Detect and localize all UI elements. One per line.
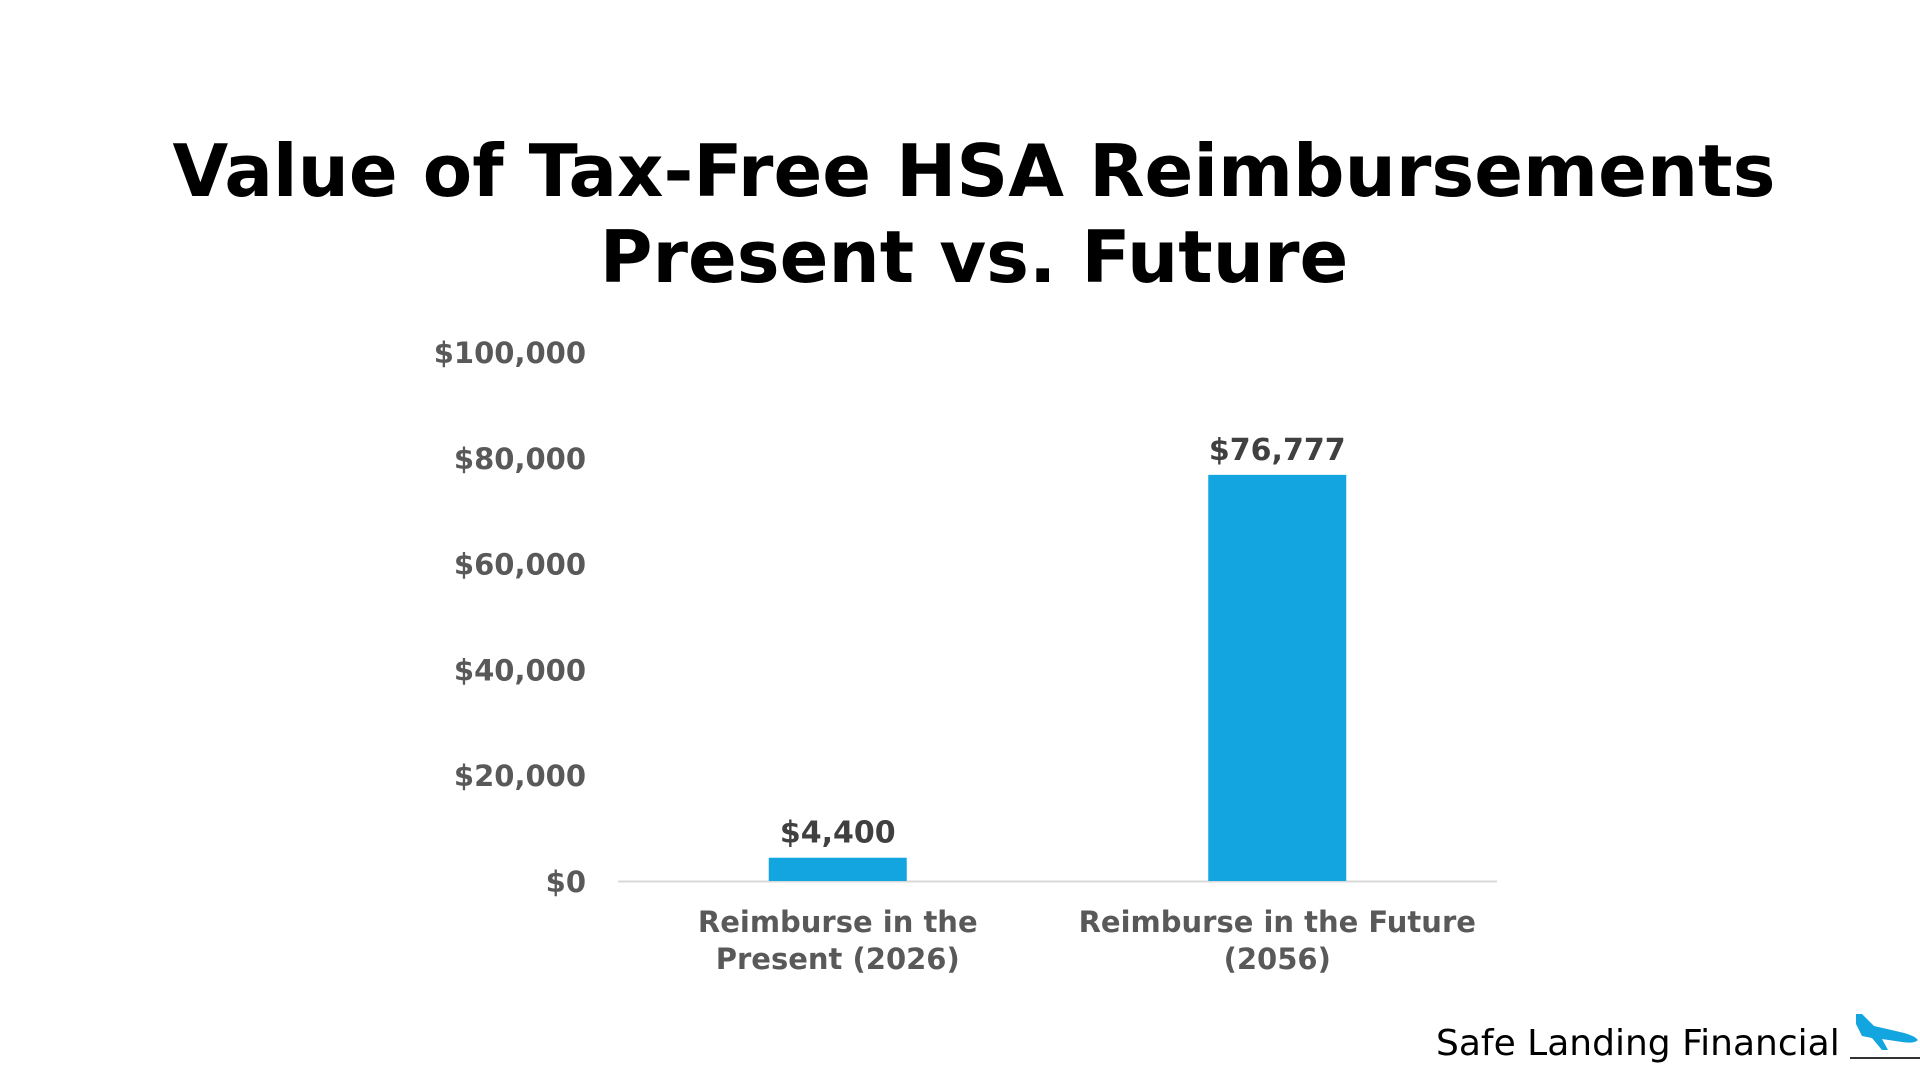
y-tick-label: $80,000 bbox=[454, 442, 586, 476]
brand-name: Safe Landing Financial bbox=[1436, 1022, 1840, 1064]
chart-title-line-1: Value of Tax-Free HSA Reimbursements bbox=[172, 129, 1776, 213]
airplane-landing-icon bbox=[1849, 1014, 1920, 1059]
footer-branding: Safe Landing Financial bbox=[1436, 1014, 1920, 1064]
x-tick-label: Reimburse in the Future bbox=[1079, 905, 1476, 939]
x-tick-label: Reimburse in the bbox=[698, 905, 978, 939]
data-label: $4,400 bbox=[780, 816, 896, 851]
y-tick-label: $60,000 bbox=[454, 548, 586, 582]
y-tick-label: $40,000 bbox=[454, 653, 586, 687]
y-tick-label: $20,000 bbox=[454, 759, 586, 793]
x-tick-label: (2056) bbox=[1224, 942, 1331, 976]
chart-title: Value of Tax-Free HSA Reimbursements Pre… bbox=[0, 128, 1920, 300]
bar bbox=[1208, 474, 1347, 881]
y-tick-label: $100,000 bbox=[434, 336, 586, 370]
x-tick-label: Present (2026) bbox=[716, 942, 960, 976]
bar-chart: $0 $20,000 $40,000 $60,000 $80,000 $100,000 $4… bbox=[434, 336, 1497, 976]
y-tick-label: $0 bbox=[546, 865, 586, 899]
chart-title-line-2: Present vs. Future bbox=[599, 215, 1349, 299]
bar bbox=[768, 857, 907, 881]
data-label: $76,777 bbox=[1209, 433, 1346, 468]
airplane-shape bbox=[1855, 1014, 1918, 1050]
